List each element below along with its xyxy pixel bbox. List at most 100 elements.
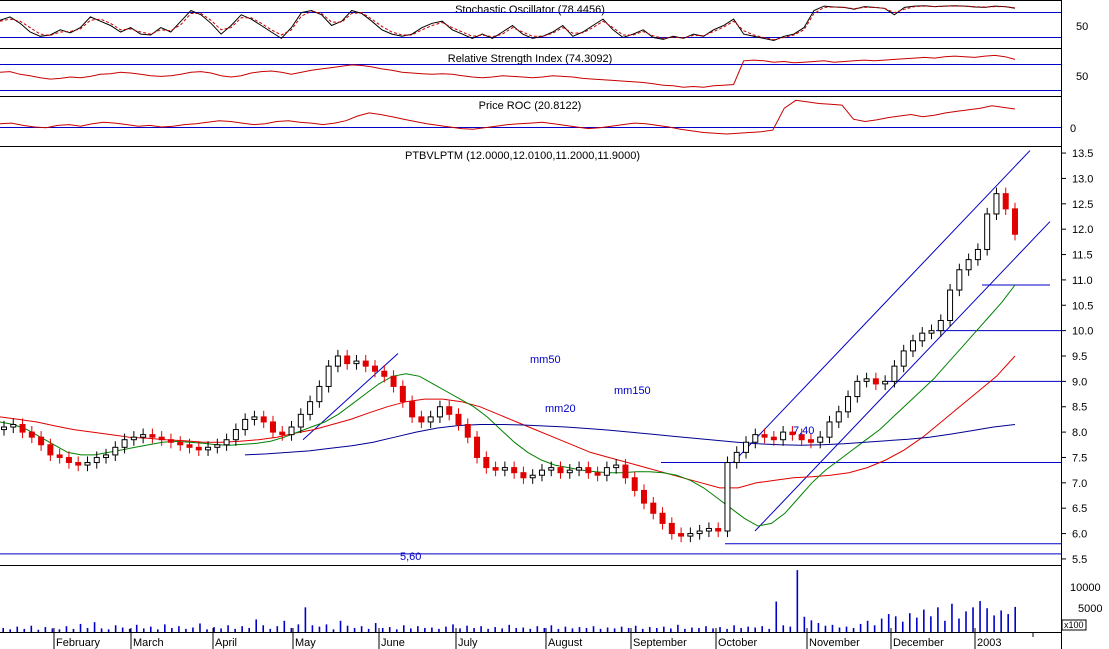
- candle-body: [650, 502, 657, 514]
- candle-body: [455, 413, 462, 425]
- candle-body: [872, 378, 879, 385]
- candle-body: [353, 360, 360, 365]
- label-mm150: mm150: [614, 385, 651, 397]
- candle-body: [668, 522, 675, 535]
- candle-body: [75, 462, 82, 466]
- volume-bar: [65, 626, 68, 632]
- month-label: February: [56, 637, 101, 649]
- volume-bar: [178, 626, 180, 632]
- volume-bar: [325, 624, 328, 632]
- candle-body: [538, 469, 545, 476]
- volume-bar: [880, 618, 883, 632]
- candle-body: [149, 434, 156, 438]
- price-tick-label: 11.0: [1072, 275, 1093, 287]
- price-tick-label: 10.0: [1072, 326, 1093, 338]
- candle-body: [140, 434, 147, 438]
- candle-body: [325, 365, 332, 387]
- roc-tick-label: 0: [1070, 123, 1076, 135]
- candle-body: [177, 441, 184, 446]
- volume-bar: [529, 628, 532, 632]
- volume-bar: [550, 625, 553, 632]
- candle-body: [789, 431, 796, 436]
- volume-bar: [923, 609, 925, 632]
- volume-bar: [965, 611, 967, 632]
- roc-panel: Price ROC (20.8122) 0: [0, 99, 1076, 135]
- candle-body: [807, 439, 814, 443]
- candle-body: [436, 406, 443, 418]
- price-tick-label: 13.0: [1072, 173, 1093, 185]
- volume-bar: [592, 626, 595, 632]
- candle-body: [557, 467, 564, 474]
- rsi-tick-label: 50: [1076, 71, 1088, 83]
- volume-bar: [894, 616, 897, 632]
- candlesticks: [1, 187, 1018, 543]
- volume-bar: [121, 627, 124, 632]
- candle-body: [835, 411, 842, 423]
- volume-bar: [79, 623, 82, 632]
- volume-bar: [487, 628, 489, 632]
- candle-body: [56, 454, 63, 458]
- volume-bars: [2, 570, 1016, 632]
- candle-body: [891, 365, 898, 382]
- candle-body: [613, 464, 620, 469]
- volume-bar: [754, 627, 756, 632]
- candle-body: [446, 406, 453, 415]
- candle-body: [696, 530, 703, 535]
- volume-bar: [571, 628, 574, 632]
- price-tick-label: 6.0: [1072, 529, 1087, 541]
- volume-bar: [234, 628, 236, 632]
- volume-bar: [332, 629, 335, 632]
- candle-body: [798, 434, 805, 441]
- candle-body: [622, 464, 629, 479]
- volume-bar: [972, 607, 974, 632]
- channel-upper-line: [732, 150, 1031, 463]
- volume-bar: [480, 626, 482, 632]
- candle-body: [752, 434, 759, 443]
- volume-bar: [719, 627, 721, 632]
- volume-bar: [866, 620, 869, 632]
- candle-body: [381, 370, 388, 377]
- candle-body: [566, 469, 573, 474]
- volume-bar: [930, 616, 932, 632]
- candle-body: [372, 365, 379, 372]
- candle-body: [288, 426, 295, 436]
- candle-body: [297, 413, 304, 428]
- volume-bar: [157, 629, 159, 632]
- candle-body: [659, 512, 666, 524]
- volume-bar: [620, 626, 623, 632]
- volume-bar: [845, 626, 848, 632]
- candle-body: [770, 436, 777, 441]
- volume-bar: [276, 626, 279, 632]
- volume-bar: [318, 626, 321, 632]
- volume-bar: [782, 625, 785, 632]
- price-tick-label: 7.0: [1072, 478, 1087, 490]
- volume-bar: [142, 628, 145, 632]
- candle-body: [344, 355, 351, 365]
- volume-bar: [613, 628, 616, 632]
- candle-body: [974, 248, 981, 261]
- price-panel: PTBVLPTM (12.0000,12.0100,11.2000,11.900…: [0, 148, 1093, 566]
- volume-bar: [937, 607, 939, 632]
- candle-body: [130, 436, 137, 441]
- candle-body: [279, 431, 286, 436]
- stochastic-panel: Stochastic Oscillator (78.4456) 50: [0, 4, 1088, 42]
- volume-bar: [16, 626, 19, 632]
- candle-body: [576, 467, 583, 471]
- volume-bar: [72, 628, 75, 632]
- candle-body: [418, 416, 425, 423]
- price-tick-label: 6.5: [1072, 503, 1087, 515]
- candle-body: [186, 444, 193, 448]
- volume-bar: [494, 627, 496, 632]
- volume-bar: [459, 628, 461, 632]
- volume-bar: [536, 626, 539, 632]
- volume-bar: [114, 625, 117, 632]
- volume-bar: [958, 618, 960, 632]
- volume-bar: [86, 627, 89, 632]
- volume-bar: [712, 628, 714, 632]
- candle-body: [678, 533, 685, 537]
- volume-bar: [431, 627, 433, 632]
- price-tick-label: 8.0: [1072, 427, 1087, 439]
- volume-bar: [901, 621, 904, 632]
- candle-body: [640, 489, 647, 504]
- stochastic-d-line: [0, 5, 1016, 41]
